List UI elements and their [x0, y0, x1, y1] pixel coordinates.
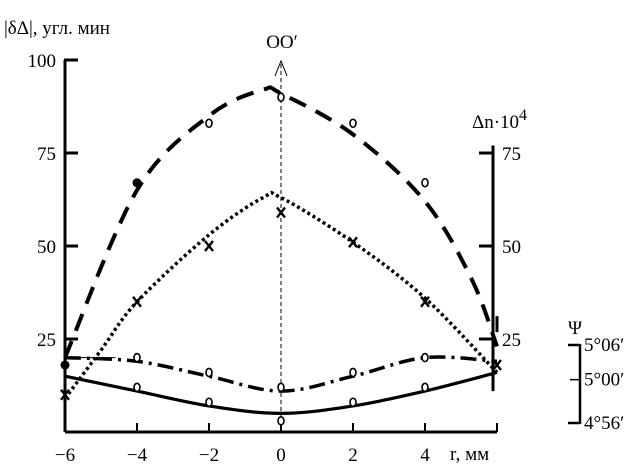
x-tick-label: −6 — [55, 445, 75, 464]
psi-axis-label: Ψ — [568, 318, 582, 339]
left-y-tick-label: 50 — [37, 237, 56, 258]
data-point-circle — [421, 382, 429, 393]
data-point-circle — [277, 382, 285, 393]
data-point-circle — [421, 177, 429, 188]
data-point-cross — [60, 389, 70, 401]
x-tick-label: −4 — [127, 445, 148, 464]
x-tick-label: −2 — [199, 445, 219, 464]
x-axis-unit-label: r, мм — [450, 444, 489, 464]
data-point-cross — [420, 296, 430, 308]
left-y-tick-label: 25 — [37, 330, 56, 351]
data-point-circle — [277, 416, 285, 426]
middle-y-tick-label: 75 — [502, 144, 521, 165]
data-point-dot — [60, 360, 70, 370]
data-point-circle — [349, 367, 357, 378]
data-point-cross — [348, 236, 358, 249]
data-point-circle — [421, 352, 429, 363]
data-point-circle — [277, 92, 285, 102]
data-point-circle — [205, 118, 213, 129]
psi-tick-label: 5°00′ — [584, 370, 624, 391]
data-point-circle — [133, 382, 141, 393]
data-point-circle — [349, 118, 357, 129]
series-dotted-curve — [63, 190, 499, 400]
middle-y-tick-label: 25 — [502, 330, 521, 351]
data-point-cross — [132, 296, 142, 308]
data-point-dot — [132, 178, 142, 188]
x-tick-label: 0 — [276, 445, 286, 464]
axes-layer: 25 50 75 100 −6 −4 −2 0 2 4 25 50 75 5°06′ 5°00′ 4°56′ — [28, 51, 625, 464]
middle-axis-label-main: Δn·10 — [472, 112, 519, 133]
center-line-arrow — [274, 59, 288, 77]
data-point-cross — [204, 240, 214, 252]
center-line-label: OO′ — [266, 32, 298, 53]
middle-axis-label: Δn·104 — [472, 107, 527, 133]
series-dashed-curve — [63, 85, 499, 359]
x-tick-label: 4 — [420, 445, 430, 464]
data-point-circle — [205, 367, 213, 378]
data-point-cross — [492, 359, 502, 371]
middle-axis-label-sup: 4 — [519, 107, 527, 124]
markers-layer — [60, 92, 502, 426]
left-axis-label: |δΔ|, угл. мин — [4, 18, 110, 39]
data-point-cross — [276, 206, 286, 219]
x-tick-label: 2 — [348, 445, 358, 464]
psi-tick-label: 5°06′ — [584, 335, 624, 356]
middle-y-tick-label: 50 — [502, 237, 521, 258]
data-point-circle — [133, 352, 141, 363]
data-point-circle — [205, 397, 213, 408]
left-y-tick-label: 75 — [37, 144, 56, 165]
psi-tick-label: 4°56′ — [584, 413, 624, 434]
left-y-tick-label: 100 — [28, 51, 57, 72]
data-point-circle — [349, 397, 357, 408]
